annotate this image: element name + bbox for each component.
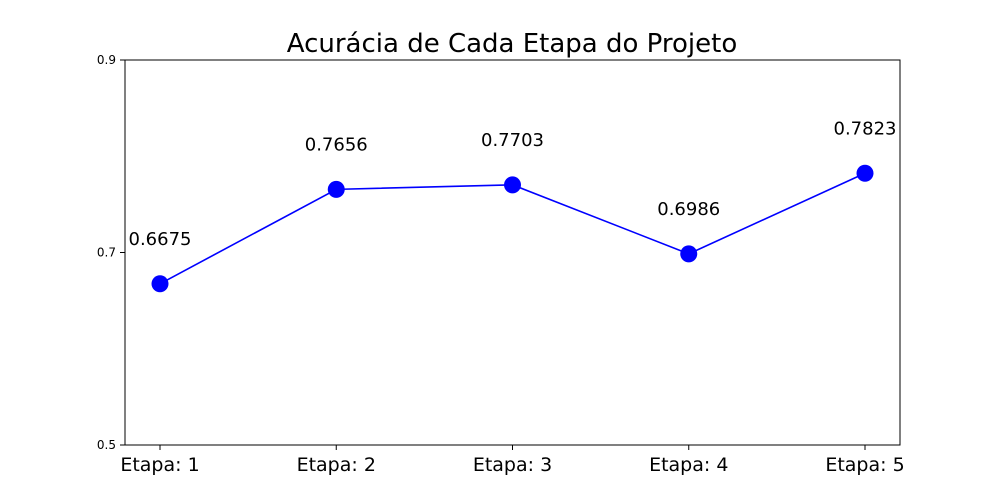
data-points <box>151 164 874 293</box>
data-label: 0.6986 <box>657 199 720 220</box>
x-tick-label: Etapa: 5 <box>825 454 904 476</box>
data-labels: 0.6675 0.7656 0.7703 0.6986 0.7823 <box>129 118 897 249</box>
data-point <box>327 180 345 198</box>
plot-area-frame <box>124 59 901 446</box>
y-axis: 0.5 0.7 0.9 <box>97 53 125 452</box>
data-label: 0.7656 <box>305 134 368 155</box>
chart-title: Acurácia de Cada Etapa do Projeto <box>287 29 738 59</box>
data-label: 0.7823 <box>834 118 897 139</box>
y-tick-label: 0.5 <box>97 438 116 452</box>
data-label: 0.7703 <box>481 130 544 151</box>
data-point <box>504 176 521 194</box>
x-axis: Etapa: 1 Etapa: 2 Etapa: 3 Etapa: 4 Etapa: 5 <box>120 445 905 476</box>
y-tick-label: 0.7 <box>97 246 116 260</box>
x-tick-label: Etapa: 2 <box>297 454 376 476</box>
data-point <box>151 275 169 293</box>
data-label: 0.6675 <box>129 229 192 250</box>
x-tick-label: Etapa: 4 <box>649 454 728 476</box>
data-point <box>680 245 698 263</box>
y-tick-label: 0.9 <box>97 53 116 67</box>
x-tick-label: Etapa: 3 <box>473 454 552 476</box>
data-point <box>856 164 874 182</box>
x-tick-label: Etapa: 1 <box>120 454 199 476</box>
